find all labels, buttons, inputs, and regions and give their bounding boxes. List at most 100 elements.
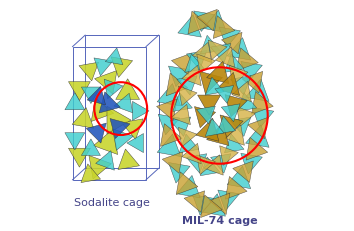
Polygon shape xyxy=(94,58,113,76)
Polygon shape xyxy=(79,62,98,81)
Polygon shape xyxy=(188,11,210,34)
Polygon shape xyxy=(236,48,258,71)
Polygon shape xyxy=(201,195,222,218)
Polygon shape xyxy=(193,195,214,215)
Polygon shape xyxy=(185,54,204,72)
Polygon shape xyxy=(86,123,106,143)
Polygon shape xyxy=(107,106,131,134)
Text: Sodalite cage: Sodalite cage xyxy=(74,198,149,208)
Polygon shape xyxy=(220,115,243,138)
Polygon shape xyxy=(178,86,197,106)
Polygon shape xyxy=(222,32,242,54)
Polygon shape xyxy=(207,61,229,84)
Polygon shape xyxy=(197,9,217,31)
Polygon shape xyxy=(217,116,235,134)
Polygon shape xyxy=(81,87,101,103)
Polygon shape xyxy=(111,57,133,77)
Polygon shape xyxy=(96,151,114,170)
Polygon shape xyxy=(246,125,269,147)
Polygon shape xyxy=(221,104,240,122)
Polygon shape xyxy=(225,176,247,199)
Polygon shape xyxy=(162,152,183,173)
Polygon shape xyxy=(215,47,235,67)
Polygon shape xyxy=(177,175,200,198)
Polygon shape xyxy=(229,65,248,85)
Polygon shape xyxy=(205,77,224,95)
Polygon shape xyxy=(199,71,222,94)
Polygon shape xyxy=(213,16,235,38)
Polygon shape xyxy=(232,81,251,102)
Polygon shape xyxy=(114,93,133,113)
Polygon shape xyxy=(197,155,215,174)
Polygon shape xyxy=(118,149,139,170)
Polygon shape xyxy=(211,154,231,173)
Polygon shape xyxy=(220,146,238,165)
Polygon shape xyxy=(178,127,197,147)
Polygon shape xyxy=(217,72,240,95)
Polygon shape xyxy=(157,84,181,106)
Polygon shape xyxy=(179,134,199,153)
Polygon shape xyxy=(68,148,90,167)
Polygon shape xyxy=(246,137,268,160)
Polygon shape xyxy=(224,54,244,72)
Polygon shape xyxy=(237,93,257,111)
Polygon shape xyxy=(182,65,201,86)
Polygon shape xyxy=(215,85,234,103)
Polygon shape xyxy=(68,82,90,100)
Polygon shape xyxy=(72,108,94,128)
Polygon shape xyxy=(233,161,253,182)
Polygon shape xyxy=(87,86,105,105)
Polygon shape xyxy=(202,194,225,216)
Polygon shape xyxy=(225,95,247,117)
Polygon shape xyxy=(192,42,212,63)
Polygon shape xyxy=(196,106,215,124)
Text: MIL-74 cage: MIL-74 cage xyxy=(182,216,257,226)
Polygon shape xyxy=(158,114,180,135)
Polygon shape xyxy=(166,73,188,96)
Polygon shape xyxy=(197,54,215,73)
Polygon shape xyxy=(65,93,85,110)
Polygon shape xyxy=(121,119,143,140)
Polygon shape xyxy=(230,76,251,95)
Polygon shape xyxy=(200,35,220,54)
Polygon shape xyxy=(169,162,190,183)
Polygon shape xyxy=(200,157,220,176)
Polygon shape xyxy=(207,123,229,146)
Polygon shape xyxy=(93,129,118,155)
Polygon shape xyxy=(211,43,231,63)
Polygon shape xyxy=(170,117,191,137)
Polygon shape xyxy=(157,134,181,156)
Polygon shape xyxy=(227,166,251,189)
Polygon shape xyxy=(173,93,192,111)
Polygon shape xyxy=(204,155,223,175)
Polygon shape xyxy=(169,66,190,87)
Polygon shape xyxy=(81,164,101,182)
Polygon shape xyxy=(156,99,177,121)
Polygon shape xyxy=(184,191,205,212)
Polygon shape xyxy=(227,38,251,60)
Polygon shape xyxy=(205,119,224,136)
Polygon shape xyxy=(194,11,215,31)
Polygon shape xyxy=(230,117,251,137)
Polygon shape xyxy=(203,10,227,33)
Polygon shape xyxy=(104,79,123,99)
Polygon shape xyxy=(95,70,117,94)
Polygon shape xyxy=(208,40,227,60)
Polygon shape xyxy=(160,124,182,146)
Polygon shape xyxy=(252,91,273,114)
Polygon shape xyxy=(177,76,197,95)
Polygon shape xyxy=(252,107,274,128)
Polygon shape xyxy=(171,104,190,125)
Polygon shape xyxy=(132,101,149,120)
Polygon shape xyxy=(89,155,112,179)
Polygon shape xyxy=(248,117,268,139)
Polygon shape xyxy=(81,139,101,155)
Polygon shape xyxy=(242,71,263,93)
Polygon shape xyxy=(176,172,198,195)
Polygon shape xyxy=(196,118,219,141)
Polygon shape xyxy=(194,106,216,128)
Polygon shape xyxy=(237,107,255,126)
Polygon shape xyxy=(225,125,244,145)
Polygon shape xyxy=(209,193,230,215)
Polygon shape xyxy=(198,95,221,115)
